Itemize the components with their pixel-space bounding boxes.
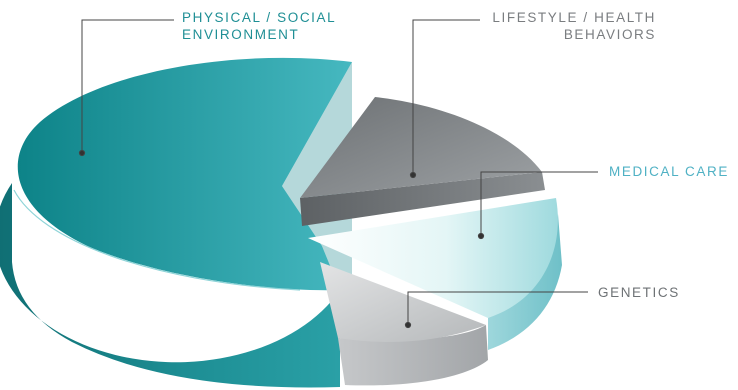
slice-medical-top: [308, 198, 558, 318]
slice-lifestyle-side: [300, 172, 545, 226]
label-genetics: GENETICS: [598, 284, 680, 301]
slice-physical-rim-highlight: [13, 189, 301, 291]
label-lifestyle-health-behaviors: LIFESTYLE / HEALTH BEHAVIORS: [492, 9, 656, 43]
callout-lifestyle: [409, 19, 480, 179]
callout-medical: [477, 171, 598, 240]
label-medical-line-1: MEDICAL CARE: [609, 164, 729, 179]
label-physical-line-1: PHYSICAL / SOCIAL: [182, 10, 337, 25]
label-medical-care: MEDICAL CARE: [609, 163, 729, 180]
slice-genetics-top: [320, 262, 486, 342]
callout-genetics: [404, 291, 588, 329]
leader-dot-genetics: [404, 321, 412, 329]
callout-physical: [78, 19, 174, 157]
leader-dot-physical: [78, 149, 86, 157]
leader-dot-medical: [477, 232, 485, 240]
label-lifestyle-line-1: LIFESTYLE / HEALTH: [492, 10, 656, 25]
leader-dot-lifestyle: [409, 171, 417, 179]
slice-physical-social-environment: [0, 57, 353, 388]
leader-line-physical: [81, 19, 174, 153]
slice-physical-side: [0, 183, 340, 388]
leader-line-medical: [480, 171, 598, 236]
leader-line-genetics: [407, 291, 588, 325]
label-physical-social-environment: PHYSICAL / SOCIAL ENVIRONMENT: [182, 9, 336, 43]
label-physical-line-2: ENVIRONMENT: [182, 27, 300, 42]
slice-genetics: [320, 262, 488, 386]
slice-medical-side: [488, 214, 562, 350]
label-lifestyle-line-2: BEHAVIORS: [563, 27, 656, 42]
leader-line-lifestyle: [412, 19, 480, 175]
slice-medical-care: [308, 198, 562, 350]
slice-physical-top: [17, 57, 353, 291]
label-genetics-line-1: GENETICS: [598, 285, 680, 300]
